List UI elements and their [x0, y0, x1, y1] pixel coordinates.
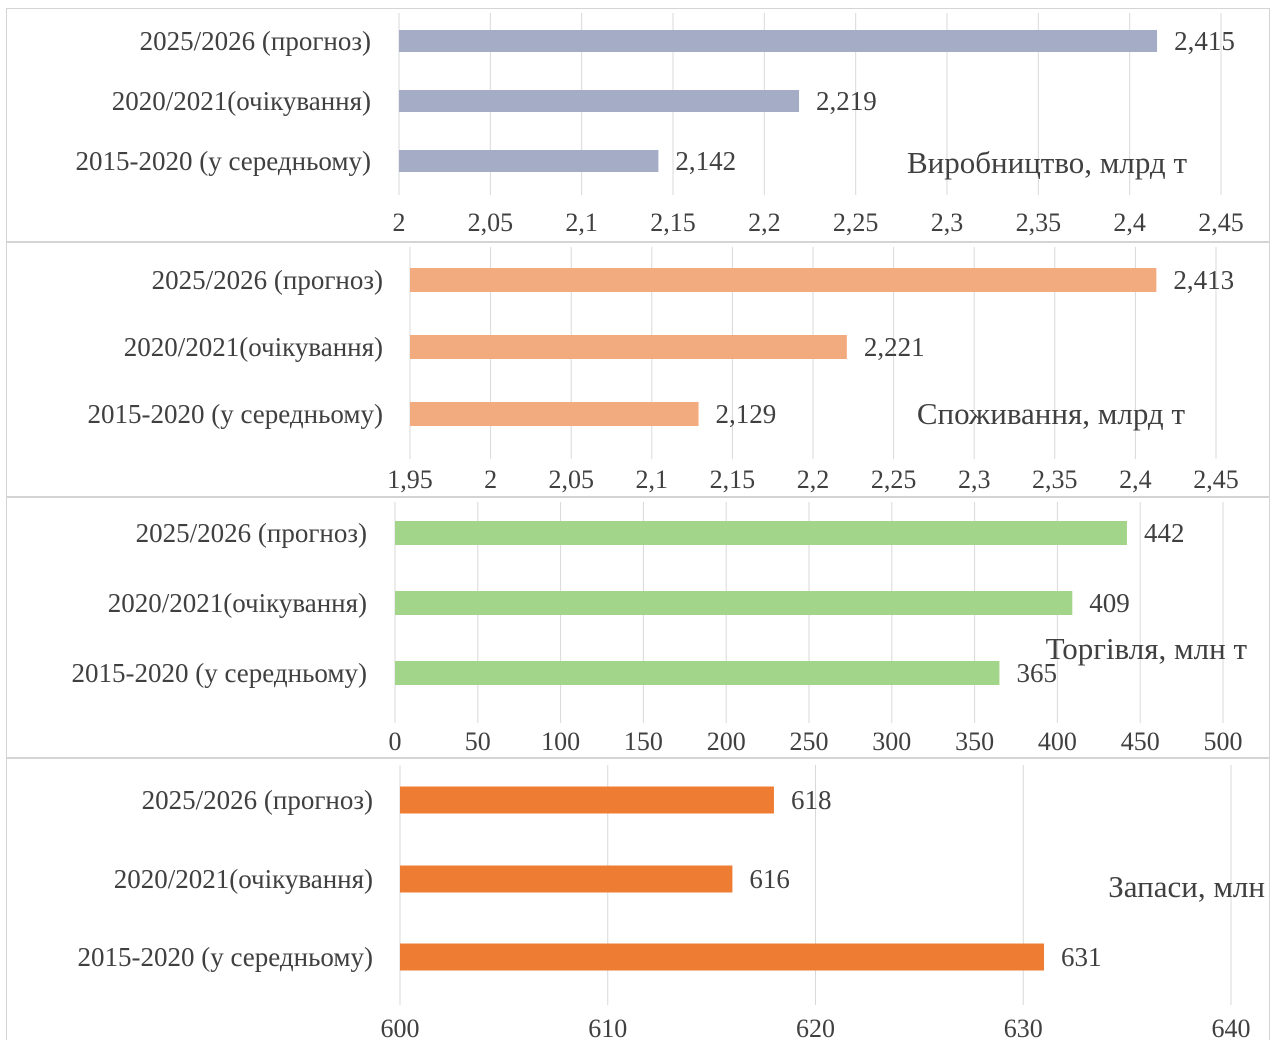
stocks-tick-label: 600 — [381, 1014, 420, 1041]
stocks-tick-label: 630 — [1004, 1014, 1043, 1041]
trade-tick-label: 200 — [707, 727, 746, 756]
consumption-tick-label: 2 — [484, 465, 497, 494]
stocks-value-label: 616 — [749, 864, 790, 894]
production-tick-label: 2,25 — [833, 208, 879, 237]
production-bar — [399, 30, 1158, 52]
trade-tick-label: 350 — [955, 727, 994, 756]
trade-chart: 0 50 100 150 200 250 300 350 400 450 500 2025/2026 … — [72, 502, 1248, 756]
production-tick-label: 2,4 — [1113, 208, 1146, 237]
production-chart: 2 2,05 2,1 2,15 2,2 2,25 2,3 2,35 2,4 2,45 2025/20… — [76, 13, 1244, 237]
production-value-label: 2,415 — [1174, 26, 1235, 56]
consumption-tick-label: 1,95 — [387, 465, 433, 494]
trade-category-label: 2015-2020 (у середньому) — [72, 658, 367, 688]
stocks-bar — [400, 865, 733, 893]
consumption-tick-label: 2,1 — [636, 465, 669, 494]
consumption-value-label: 2,413 — [1173, 265, 1234, 295]
consumption-bar — [410, 268, 1157, 292]
consumption-tick-label: 2,35 — [1032, 465, 1078, 494]
stocks-bar — [400, 943, 1045, 971]
trade-tick-label: 150 — [624, 727, 663, 756]
consumption-tick-label: 2,05 — [548, 465, 594, 494]
trade-tick-label: 400 — [1038, 727, 1077, 756]
consumption-tick-label: 2,15 — [710, 465, 756, 494]
consumption-value-label: 2,129 — [716, 399, 777, 429]
production-category-label: 2020/2021(очікування) — [112, 86, 371, 116]
production-tick-label: 2,05 — [468, 208, 514, 237]
stocks-chart: 600 610 620 630 640 2025/2026 (прогноз) 618 202… — [78, 765, 1265, 1041]
stocks-category-label: 2025/2026 (прогноз) — [142, 785, 373, 815]
consumption-tick-label: 2,25 — [871, 465, 917, 494]
consumption-category-label: 2025/2026 (прогноз) — [152, 265, 383, 295]
consumption-bar — [410, 402, 699, 426]
trade-chart-panel: 0 50 100 150 200 250 300 350 400 450 500 2025/2026 … — [6, 497, 1270, 758]
production-tick-label: 2,45 — [1198, 208, 1244, 237]
trade-bar — [395, 521, 1127, 545]
trade-tick-label: 100 — [541, 727, 580, 756]
stocks-category-label: 2020/2021(очікування) — [114, 864, 373, 894]
consumption-tick-label: 2,45 — [1193, 465, 1239, 494]
consumption-chart: 1,95 2 2,05 2,1 2,15 2,2 2,25 2,3 2,35 2,4 2,45 202… — [88, 247, 1239, 494]
stocks-tick-label: 610 — [588, 1014, 627, 1041]
trade-value-label: 365 — [1016, 658, 1056, 688]
trade-tick-label: 50 — [465, 727, 491, 756]
production-bar — [399, 90, 800, 112]
stocks-category-label: 2015-2020 (у середньому) — [78, 942, 373, 972]
trade-value-label: 409 — [1089, 588, 1130, 618]
production-tick-label: 2 — [393, 208, 406, 237]
stocks-chart-panel: 600 610 620 630 640 2025/2026 (прогноз) 618 202… — [6, 758, 1270, 1041]
trade-bar — [395, 591, 1073, 615]
production-bar — [399, 150, 659, 172]
consumption-category-label: 2015-2020 (у середньому) — [88, 399, 383, 429]
production-tick-label: 2,1 — [565, 208, 598, 237]
production-tick-label: 2,2 — [748, 208, 781, 237]
consumption-chart-panel: 1,95 2 2,05 2,1 2,15 2,2 2,25 2,3 2,35 2,4 2,45 202… — [6, 242, 1270, 497]
stocks-value-label: 631 — [1061, 942, 1102, 972]
production-value-label: 2,142 — [675, 146, 736, 176]
production-tick-label: 2,15 — [650, 208, 696, 237]
trade-tick-label: 500 — [1204, 727, 1243, 756]
trade-chart-title: Торгівля, млн т — [1046, 631, 1248, 666]
stocks-value-label: 618 — [791, 785, 832, 815]
consumption-tick-label: 2,4 — [1119, 465, 1152, 494]
production-chart-title: Виробництво, млрд т — [907, 145, 1187, 180]
consumption-chart-title: Споживання, млрд т — [917, 396, 1186, 431]
stocks-tick-label: 640 — [1212, 1014, 1251, 1041]
consumption-category-label: 2020/2021(очікування) — [124, 332, 383, 362]
trade-tick-label: 450 — [1121, 727, 1160, 756]
production-tick-label: 2,3 — [931, 208, 964, 237]
consumption-bar — [410, 335, 847, 359]
trade-tick-label: 0 — [389, 727, 402, 756]
trade-category-label: 2025/2026 (прогноз) — [136, 518, 367, 548]
stocks-tick-label: 620 — [796, 1014, 835, 1041]
trade-bar — [395, 661, 1000, 685]
trade-tick-label: 300 — [872, 727, 911, 756]
consumption-tick-label: 2,3 — [958, 465, 991, 494]
production-value-label: 2,219 — [816, 86, 877, 116]
production-tick-label: 2,35 — [1016, 208, 1062, 237]
consumption-value-label: 2,221 — [864, 332, 925, 362]
stocks-bar — [400, 786, 774, 814]
trade-tick-label: 250 — [790, 727, 829, 756]
production-category-label: 2025/2026 (прогноз) — [140, 26, 371, 56]
production-chart-panel: 2 2,05 2,1 2,15 2,2 2,25 2,3 2,35 2,4 2,45 2025/20… — [6, 8, 1270, 242]
trade-category-label: 2020/2021(очікування) — [108, 588, 367, 618]
stocks-chart-title: Запаси, млн — [1108, 869, 1265, 904]
production-category-label: 2015-2020 (у середньому) — [76, 146, 371, 176]
consumption-tick-label: 2,2 — [797, 465, 830, 494]
trade-value-label: 442 — [1144, 518, 1185, 548]
